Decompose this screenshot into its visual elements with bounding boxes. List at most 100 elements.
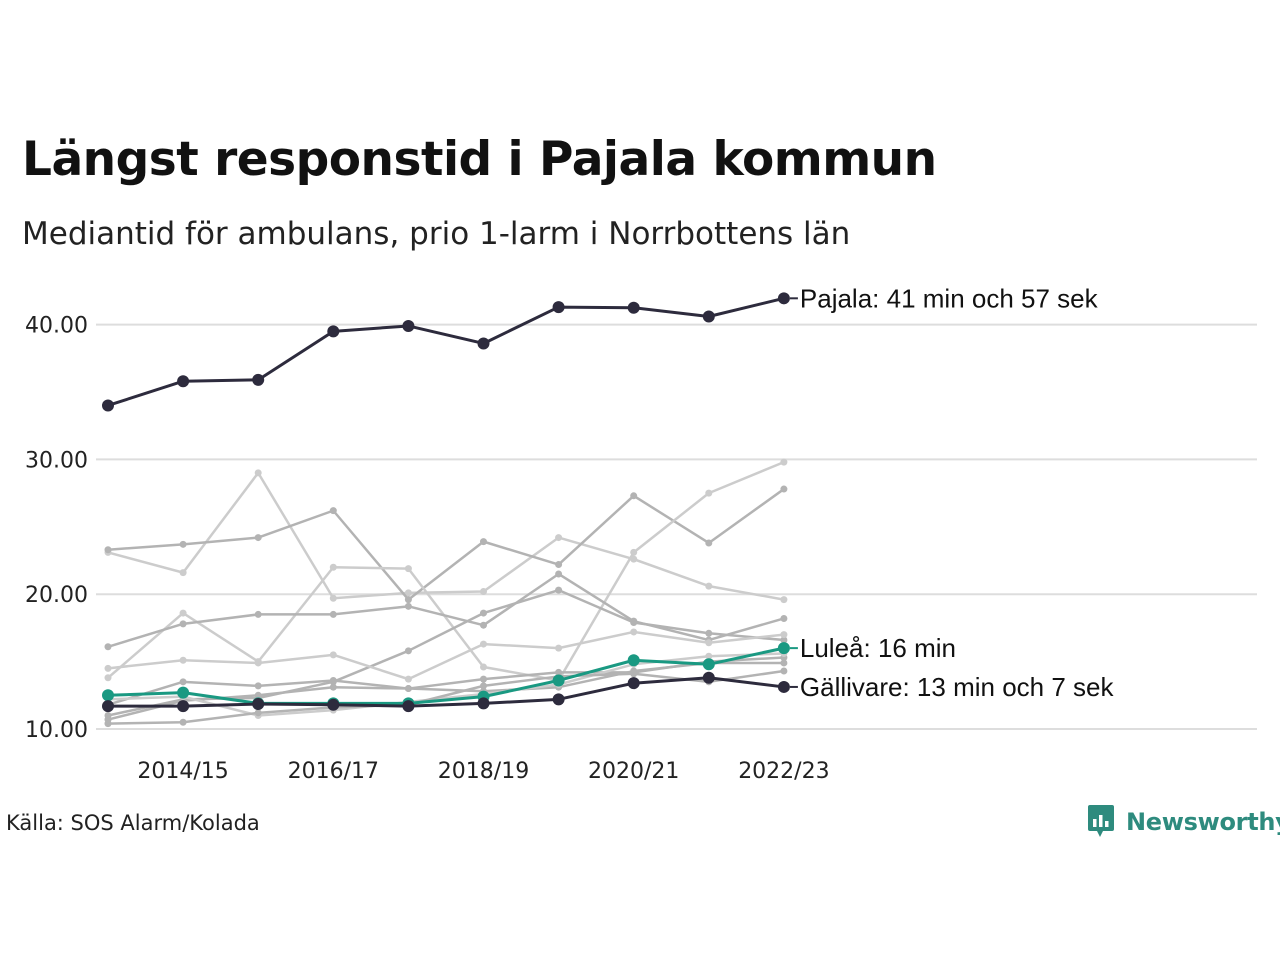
- background-series-point: [480, 663, 487, 671]
- gallivare-series: [102, 671, 790, 713]
- background-series-point: [480, 682, 487, 690]
- gallivare-series-point: [702, 671, 715, 684]
- background-series-line: [106, 630, 786, 681]
- newsworthy-chart-icon: [1088, 805, 1114, 837]
- x-tick-label: 2014/15: [137, 759, 228, 784]
- gallivare-series-point: [552, 693, 565, 706]
- background-series: [104, 458, 788, 728]
- background-series-point: [780, 596, 788, 604]
- background-series-point: [780, 458, 788, 466]
- background-series-point: [480, 609, 487, 617]
- x-tick-label: 2022/23: [738, 759, 829, 784]
- y-tick-label: 30.00: [25, 448, 88, 473]
- lulea-series-point: [777, 642, 790, 655]
- background-series-point: [254, 469, 262, 477]
- background-series-point: [705, 629, 713, 637]
- background-series-point: [329, 594, 337, 602]
- chart-title: Längst responstid i Pajala kommun: [22, 132, 937, 187]
- background-series-point: [404, 675, 412, 683]
- source-note: Källa: SOS Alarm/Kolada: [6, 811, 260, 835]
- lulea-series-point: [552, 674, 565, 687]
- gridlines: [96, 323, 1257, 730]
- background-series-point: [555, 534, 563, 542]
- pajala-series-line: [106, 296, 786, 407]
- gallivare-series-point: [102, 700, 114, 713]
- background-series-point: [104, 546, 112, 554]
- background-series-point: [555, 644, 563, 652]
- background-series-point: [329, 676, 337, 684]
- background-series-point: [179, 569, 187, 577]
- background-series-point: [404, 647, 412, 655]
- pajala-series-point: [777, 292, 790, 305]
- background-series-point: [254, 691, 262, 699]
- gallivare-series-point: [252, 698, 265, 711]
- background-series-point: [780, 485, 788, 493]
- background-series-point: [329, 683, 337, 691]
- background-series-point: [705, 639, 713, 647]
- lulea-series-point: [627, 654, 640, 667]
- background-series-point: [329, 610, 337, 618]
- gallivare-series-point: [177, 700, 190, 713]
- gallivare-series-label: Gällivare: 13 min och 7 sek: [800, 672, 1115, 702]
- background-series-point: [630, 628, 638, 636]
- chart-subtitle: Mediantid för ambulans, prio 1-larm i No…: [22, 216, 851, 252]
- pajala-series-point: [177, 375, 190, 388]
- background-series-point: [780, 667, 788, 675]
- gallivare-series-point: [477, 697, 490, 710]
- lulea-series-label: Luleå: 16 min: [800, 633, 956, 663]
- background-series-point: [254, 682, 262, 690]
- background-series-line: [106, 487, 786, 601]
- background-series-point: [630, 492, 638, 500]
- background-series-point: [705, 652, 713, 660]
- pajala-series-point: [327, 325, 340, 338]
- pajala-series-point: [252, 373, 265, 386]
- background-series-point: [630, 619, 638, 627]
- gallivare-series-point: [627, 677, 640, 690]
- background-series-point: [329, 563, 337, 571]
- pajala-series-point: [402, 319, 415, 332]
- background-series-point: [555, 570, 563, 578]
- background-series: [104, 485, 788, 604]
- background-series-line: [106, 460, 786, 682]
- pajala-series-point: [552, 301, 565, 314]
- background-series-point: [254, 534, 262, 542]
- lulea-series-point: [177, 686, 190, 699]
- background-series-point: [480, 675, 487, 683]
- background-series-point: [630, 670, 638, 678]
- background-series-point: [404, 589, 412, 597]
- lulea-series-point: [702, 658, 715, 671]
- background-series: [104, 469, 788, 604]
- background-series-point: [480, 640, 487, 648]
- background-series-point: [179, 678, 187, 686]
- pajala-series-point: [477, 337, 490, 350]
- gallivare-series-point: [777, 680, 790, 693]
- pajala-series-point: [702, 310, 715, 323]
- background-series-point: [555, 586, 563, 594]
- background-series-point: [179, 718, 187, 726]
- x-tick-label: 2020/21: [588, 759, 679, 784]
- background-series-point: [254, 659, 262, 667]
- background-series-line: [106, 661, 786, 721]
- background-series-point: [630, 548, 638, 556]
- x-tick-label: 2018/19: [438, 759, 529, 784]
- background-series-point: [555, 561, 563, 569]
- highlighted-series: [102, 292, 790, 713]
- y-tick-label: 40.00: [25, 314, 88, 339]
- background-series-line: [106, 471, 786, 601]
- background-series: [104, 628, 788, 683]
- background-series-point: [254, 610, 262, 618]
- background-series-point: [480, 621, 487, 629]
- background-series-point: [104, 643, 112, 651]
- gallivare-series-point: [327, 698, 340, 711]
- background-series-line: [106, 572, 786, 649]
- pajala-series-label: Pajala: 41 min och 57 sek: [800, 283, 1099, 313]
- background-series-point: [705, 539, 713, 547]
- background-series-point: [404, 565, 412, 573]
- background-series-point: [179, 620, 187, 628]
- y-tick-label: 20.00: [25, 583, 88, 608]
- background-series-point: [780, 636, 788, 644]
- background-series-point: [104, 720, 112, 728]
- background-series-point: [780, 659, 788, 667]
- newsworthy-logo: Newsworthy: [1086, 800, 1280, 844]
- background-series-point: [404, 602, 412, 610]
